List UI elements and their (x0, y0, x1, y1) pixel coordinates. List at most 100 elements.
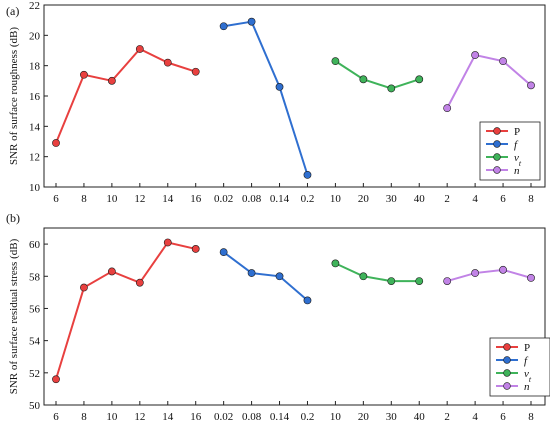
y-tick-label: 12 (29, 152, 40, 164)
data-point-P (191, 245, 200, 253)
data-point-f (219, 22, 228, 31)
series-line-P (55, 241, 196, 380)
legend-label: f (514, 139, 519, 151)
panel-label: (a) (6, 4, 19, 18)
x-tick-label: 6 (500, 193, 506, 205)
x-tick-label: 12 (134, 193, 145, 205)
x-tick-label: 40 (414, 411, 426, 423)
y-tick-label: 10 (29, 182, 41, 194)
x-tick-label: 30 (386, 411, 398, 423)
data-point-n (443, 277, 452, 285)
x-tick-label: 8 (81, 193, 87, 205)
data-point-P (191, 67, 200, 76)
plot-frame (43, 4, 546, 188)
data-point-f (303, 296, 312, 305)
x-tick-label: 14 (162, 411, 174, 423)
x-tick-label: 10 (330, 411, 342, 423)
x-tick-label: 20 (358, 193, 370, 205)
y-tick-label: 50 (29, 400, 41, 412)
series-line-vt (334, 262, 420, 283)
data-point-P (135, 278, 144, 287)
legend-label: f (524, 355, 529, 367)
x-tick-label: 0.02 (214, 193, 233, 205)
x-tick-label: 20 (358, 411, 370, 423)
data-point-n (499, 265, 507, 274)
legend-label: P (524, 342, 530, 354)
x-tick-label: 4 (472, 193, 478, 205)
x-tick-label: 0.08 (242, 411, 262, 423)
data-point-P (52, 139, 60, 147)
x-tick-label: 8 (528, 193, 534, 205)
series-line-P (55, 47, 197, 144)
y-axis-label: SNR of surface residual stress (dB) (8, 238, 20, 394)
series-line-n (446, 268, 532, 283)
x-tick-label: 4 (472, 411, 478, 423)
data-point-f (275, 83, 284, 91)
data-point-P (52, 375, 60, 384)
plot-frame (43, 227, 546, 406)
legend-label: vt (514, 152, 522, 168)
x-tick-label: 6 (53, 411, 59, 423)
y-tick-label: 58 (29, 271, 41, 283)
data-point-vt (387, 84, 396, 93)
data-point-P (107, 76, 116, 85)
data-point-n (443, 104, 452, 113)
legend-label: P (514, 126, 520, 138)
legend-swatch-marker (493, 127, 501, 135)
y-tick-label: 60 (29, 239, 41, 251)
data-point-f (275, 272, 284, 281)
x-tick-label: 2 (444, 193, 450, 205)
data-point-vt (331, 57, 340, 66)
x-tick-label: 0.2 (301, 193, 315, 205)
y-tick-label: 16 (29, 91, 41, 103)
y-tick-label: 14 (29, 121, 41, 133)
data-point-vt (331, 259, 340, 268)
legend-swatch-marker (493, 166, 501, 174)
data-point-P (80, 283, 88, 292)
series-line-n (446, 53, 532, 109)
legend-swatch-marker (503, 356, 511, 364)
data-point-n (527, 81, 535, 90)
data-point-P (163, 238, 172, 247)
legend-swatch-marker (503, 369, 511, 377)
chart-panel-b: (b) 50 52 54 56 58 60 SNR of surface residual s… (6, 211, 550, 423)
legend-swatch-marker (493, 140, 501, 148)
data-point-f (219, 248, 228, 257)
data-point-P (135, 45, 144, 53)
y-tick-label: 54 (29, 336, 41, 348)
y-axis-label: SNR of surface roughness (dB) (8, 27, 20, 165)
x-tick-label: 0.2 (301, 411, 315, 423)
x-tick-label: 2 (444, 411, 450, 423)
data-point-vt (415, 277, 424, 285)
panel-label: (b) (6, 211, 20, 225)
x-tick-label: 14 (162, 193, 174, 205)
x-tick-label: 30 (386, 193, 398, 205)
legend-label: n (524, 381, 530, 393)
x-tick-label: 16 (190, 411, 202, 423)
series-line-vt (334, 60, 420, 90)
x-tick-label: 0.02 (214, 411, 233, 423)
x-tick-label: 16 (190, 193, 202, 205)
legend-swatch-marker (503, 343, 511, 351)
data-point-f (247, 269, 256, 277)
data-point-f (247, 17, 256, 26)
y-tick-label: 20 (29, 30, 41, 42)
data-point-P (80, 70, 88, 79)
data-point-n (527, 273, 535, 282)
x-tick-label: 10 (106, 411, 118, 423)
legend-label: n (514, 165, 520, 177)
data-point-P (163, 58, 172, 67)
legend-swatch-marker (503, 382, 511, 390)
data-point-f (303, 170, 312, 179)
x-tick-label: 10 (106, 193, 118, 205)
x-tick-label: 40 (414, 193, 426, 205)
series-line-f (223, 251, 309, 302)
x-tick-label: 6 (500, 411, 506, 423)
series-line-f (223, 20, 309, 176)
y-tick-label: 56 (29, 303, 41, 315)
data-point-n (471, 269, 480, 277)
x-tick-label: 12 (134, 411, 145, 423)
x-tick-label: 0.14 (270, 411, 290, 423)
data-point-vt (387, 277, 396, 285)
